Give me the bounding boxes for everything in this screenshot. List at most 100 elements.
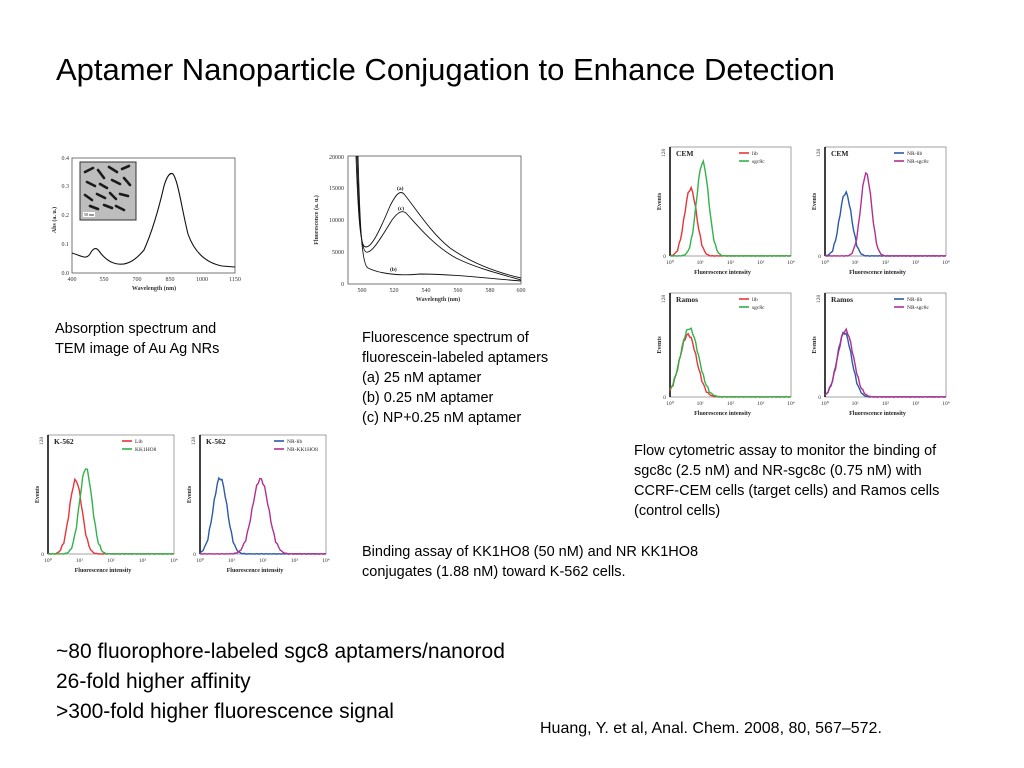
legend-label: sgc8c [752,305,765,311]
legend-label: NR-sgc8c [907,305,930,311]
histogram-nr-lib [199,476,327,555]
flow-xlabel: Fluorescence intensity [849,411,906,417]
key-findings: ~80 fluorophore-labeled sgc8 aptamers/na… [56,637,505,727]
legend-label: lib [752,151,758,157]
flow-xtick: 10³ [757,260,765,266]
caption-line: (control cells) [634,503,721,519]
caption-flow: Flow cytometric assay to monitor the bin… [634,441,939,521]
abs-ytick: 0.0 [62,271,70,277]
caption-line: (b) 0.25 nM aptamer [362,390,494,406]
flow-xtick: 10⁴ [942,260,950,266]
flow-ylabel: Events [657,192,663,210]
abs-ylabel: Abs (a. u.) [51,207,58,233]
legend-label: NR-lib [287,439,303,445]
abs-xtick: 400 [68,277,77,283]
flow-xtick: 10² [259,558,267,564]
flow-ymax: 128 [39,437,45,446]
caption-line: (a) 25 nM aptamer [362,370,482,386]
legend-label: lib [752,297,758,303]
flow-xtick: 10⁰ [196,557,205,564]
legend-label: Lib [135,439,143,445]
tem-scale-label: 50 nm [84,212,95,217]
legend-label: NR-sgc8c [907,159,930,165]
histogram-nr-sgc8c [824,171,947,257]
caption-line: sgc8c (2.5 nM) and NR-sgc8c (0.75 nM) wi… [634,463,922,479]
plot-frame [669,292,792,398]
histogram-kk1ho8 [47,468,175,555]
curve-b [357,155,522,282]
abs-xlabel: Wavelength (nm) [132,285,176,292]
flow-xtick: 10¹ [852,260,860,266]
flow-panel-title: CEM [831,149,849,158]
caption-line: TEM image of Au Ag NRs [55,341,220,357]
caption-line: Absorption spectrum and [55,321,217,337]
flow-xtick: 10³ [757,401,765,407]
caption-line: Flow cytometric assay to monitor the bin… [634,443,937,459]
abs-ytick: 0.3 [62,184,70,190]
finding-item: >300-fold higher fluorescence signal [56,700,394,723]
flow-xtick: 10⁴ [170,558,178,564]
flow-xlabel: Fluorescence intensity [694,270,751,276]
histogram-nr-kk1ho8 [199,477,327,555]
flow-xtick: 10¹ [76,558,84,564]
abs-xtick: 850 [166,277,175,283]
caption-line: Fluorescence spectrum of [362,330,529,346]
fl-xtick: 560 [454,288,463,294]
histogram-lib [669,185,792,257]
flow-ymin: 0 [663,254,666,260]
caption-absorption: Absorption spectrum and TEM image of Au … [55,319,219,359]
histogram-sgc8c [669,327,791,398]
flow-ymax: 128 [816,295,822,304]
histogram-nr-lib [824,331,947,398]
flow-xtick: 10² [882,260,890,266]
flow-ymin: 0 [663,395,666,401]
curve-c [356,155,522,281]
flow-ymin: 0 [193,552,196,558]
reference: Huang, Y. et al, Anal. Chem. 2008, 80, 5… [540,720,882,737]
abs-xtick: 1150 [229,277,241,283]
flow-ylabel: Events [812,192,818,210]
flow-xlabel: Fluorescence intensity [849,270,906,276]
flow-ymax: 128 [191,437,197,446]
flow-panel-title: K-562 [54,437,74,446]
fluorescence-figure: 0 5000 10000 15000 20000 500 520 540 560… [313,155,526,303]
legend-label: NR-KK1HO8 [287,447,318,453]
flow-xtick: 10¹ [697,401,705,407]
legend-label: KK1HO8 [135,447,157,453]
flow-xtick: 10⁰ [821,400,830,407]
flow-ylabel: Events [657,336,663,354]
flow-xtick: 10² [107,558,115,564]
curve-a [355,155,522,279]
abs-ytick: 0.4 [62,156,70,162]
plot-frame [669,146,792,257]
abs-xtick: 550 [100,277,109,283]
flow-xlabel: Fluorescence intensity [75,568,132,574]
fl-ytick: 10000 [329,218,344,224]
fl-xtick: 580 [486,288,495,294]
flow-ymin: 0 [818,395,821,401]
caption-line: conjugates (1.88 nM) toward K-562 cells. [362,564,626,580]
abs-ytick: 0.2 [62,213,70,219]
finding-item: ~80 fluorophore-labeled sgc8 aptamers/na… [56,640,505,663]
histogram-lib [669,332,792,398]
histogram-lib [47,477,175,555]
absorption-figure: 0.0 0.1 0.2 0.3 0.4 400 550 700 850 1000… [51,156,241,292]
tem-inset-image: 50 nm [79,161,137,221]
flow-xtick: 10⁰ [666,259,675,266]
flow-panel-title: K-562 [206,437,226,446]
legend-label: NR-lib [907,297,923,303]
flow-ymax: 128 [661,295,667,304]
flow-xtick: 10¹ [228,558,236,564]
absorption-curve [71,172,236,268]
flow-xlabel: Fluorescence intensity [227,568,284,574]
flow-xtick: 10⁴ [322,558,330,564]
caption-line: fluorescein-labeled aptamers [362,350,549,366]
flow-xtick: 10⁴ [787,401,795,407]
flow-ymin: 0 [41,552,44,558]
histogram-sgc8c [669,158,792,257]
